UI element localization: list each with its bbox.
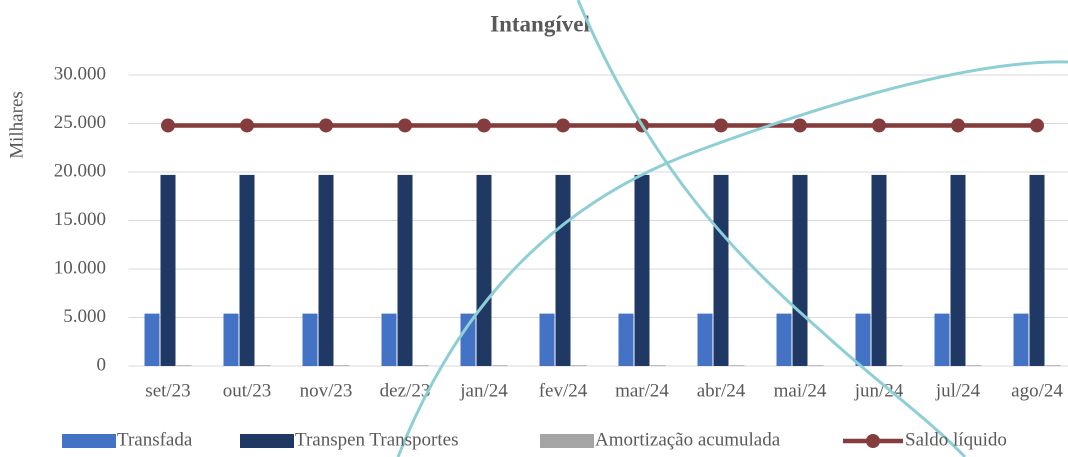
bar <box>698 314 713 366</box>
bar <box>856 314 871 366</box>
chart-title: Intangível <box>490 11 590 36</box>
line-marker <box>161 118 175 132</box>
x-tick-label: mai/24 <box>774 380 827 401</box>
x-tick-label: fev/24 <box>539 380 588 401</box>
bar <box>572 365 587 366</box>
bar <box>335 365 350 366</box>
legend-swatch <box>62 434 116 448</box>
bar <box>177 365 192 366</box>
bar <box>556 175 571 366</box>
x-tick-label: jun/24 <box>854 380 904 401</box>
line-marker <box>951 118 965 132</box>
bar <box>414 365 429 366</box>
bar <box>777 314 792 366</box>
bar <box>224 314 239 366</box>
bar <box>319 175 334 366</box>
x-tick-label: mar/24 <box>615 380 669 401</box>
y-tick-label: 20.000 <box>54 160 106 181</box>
y-tick-label: 5.000 <box>63 306 106 327</box>
x-tick-label: jan/24 <box>459 380 508 401</box>
bar <box>951 175 966 366</box>
bar <box>809 365 824 366</box>
line-marker <box>556 118 570 132</box>
y-tick-label: 10.000 <box>54 257 106 278</box>
bar <box>256 365 271 366</box>
bar <box>619 314 634 366</box>
y-axis-label: Milhares <box>6 91 27 159</box>
chart: Intangível Milhares 0 5.000 10.000 15.000 20… <box>0 0 1068 457</box>
legend-label: Transpen Transportes <box>295 429 458 450</box>
y-tick-label: 25.000 <box>54 112 106 133</box>
bar <box>651 365 666 366</box>
bar <box>872 175 887 366</box>
line-marker <box>477 118 491 132</box>
bar <box>635 175 650 366</box>
line-marker <box>714 118 728 132</box>
bar <box>398 175 413 366</box>
bar <box>540 314 555 366</box>
x-tick-label: nov/23 <box>300 380 353 401</box>
bar <box>935 314 950 366</box>
x-tick-label: jul/24 <box>935 380 981 401</box>
x-tick-label: ago/24 <box>1011 380 1063 401</box>
bar <box>1014 314 1029 366</box>
legend-swatch <box>866 434 880 448</box>
line-marker <box>398 118 412 132</box>
bar <box>240 175 255 366</box>
legend-swatch <box>540 434 594 448</box>
bar <box>1046 365 1061 366</box>
x-tick-label: abr/24 <box>697 380 746 401</box>
legend-label: Transfada <box>117 429 193 450</box>
y-tick-label: 30.000 <box>54 63 106 84</box>
line-marker <box>240 118 254 132</box>
bar <box>493 365 508 366</box>
bar <box>461 314 476 366</box>
y-tick-label: 0 <box>97 354 107 375</box>
bar <box>145 314 160 366</box>
bar <box>967 365 982 366</box>
bar <box>161 175 176 366</box>
bar <box>303 314 318 366</box>
legend-swatch <box>240 434 294 448</box>
line-marker <box>872 118 886 132</box>
bar <box>793 175 808 366</box>
line-marker <box>1030 118 1044 132</box>
line-marker <box>319 118 333 132</box>
bar <box>730 365 745 366</box>
bar <box>714 175 729 366</box>
plot: 0 5.000 10.000 15.000 20.000 25.000 30.000 set/… <box>54 63 1068 401</box>
line-marker <box>793 118 807 132</box>
bar <box>1030 175 1045 366</box>
legend-label: Saldo líquido <box>905 429 1007 450</box>
y-tick-label: 15.000 <box>54 209 106 230</box>
bar <box>477 175 492 366</box>
x-tick-label: set/23 <box>145 380 190 401</box>
x-tick-label: out/23 <box>223 380 272 401</box>
bar <box>382 314 397 366</box>
bar <box>888 365 903 366</box>
legend-label: Amortização acumulada <box>595 429 781 450</box>
